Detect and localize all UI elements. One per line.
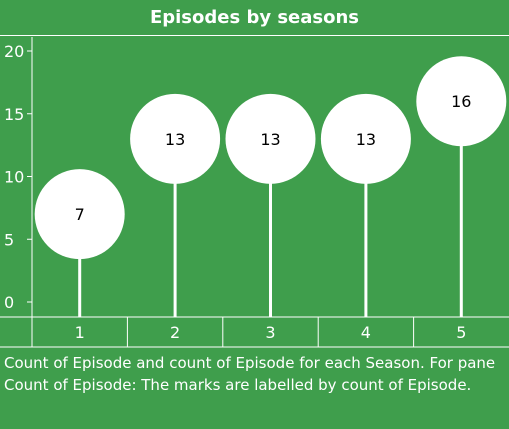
x-tick-label: 2 bbox=[170, 323, 180, 342]
data-label: 13 bbox=[165, 130, 185, 149]
y-tick-label: 10 bbox=[4, 168, 24, 187]
lollipop-circle bbox=[320, 93, 411, 184]
lollipop-circle bbox=[225, 93, 316, 184]
data-label: 13 bbox=[260, 130, 280, 149]
y-tick-label: 15 bbox=[4, 105, 24, 124]
chart-title: Episodes by seasons bbox=[149, 7, 360, 28]
lollipop-circle bbox=[416, 56, 507, 147]
data-label: 7 bbox=[75, 205, 85, 224]
y-tick-label: 5 bbox=[4, 230, 14, 249]
lollipop-circle bbox=[130, 93, 221, 184]
lollipop-chart: 0 5 10 15 20 1 2 3 4 5 7 13 13 13 16 bbox=[0, 37, 509, 348]
title-divider bbox=[0, 35, 509, 36]
axes: 0 5 10 15 20 1 2 3 4 5 bbox=[0, 37, 509, 348]
data-label: 16 bbox=[451, 92, 471, 111]
x-tick-label: 5 bbox=[456, 323, 466, 342]
lollipop-circle bbox=[34, 169, 125, 260]
y-tick-label: 0 bbox=[4, 293, 14, 312]
data-label: 13 bbox=[356, 130, 376, 149]
chart-marks: 7 13 13 13 16 bbox=[34, 56, 507, 317]
chart-caption: Count of Episode and count of Episode fo… bbox=[4, 354, 496, 394]
y-tick-label: 20 bbox=[4, 42, 24, 61]
x-tick-label: 4 bbox=[361, 323, 371, 342]
x-tick-label: 3 bbox=[265, 323, 275, 342]
x-tick-label: 1 bbox=[75, 323, 85, 342]
